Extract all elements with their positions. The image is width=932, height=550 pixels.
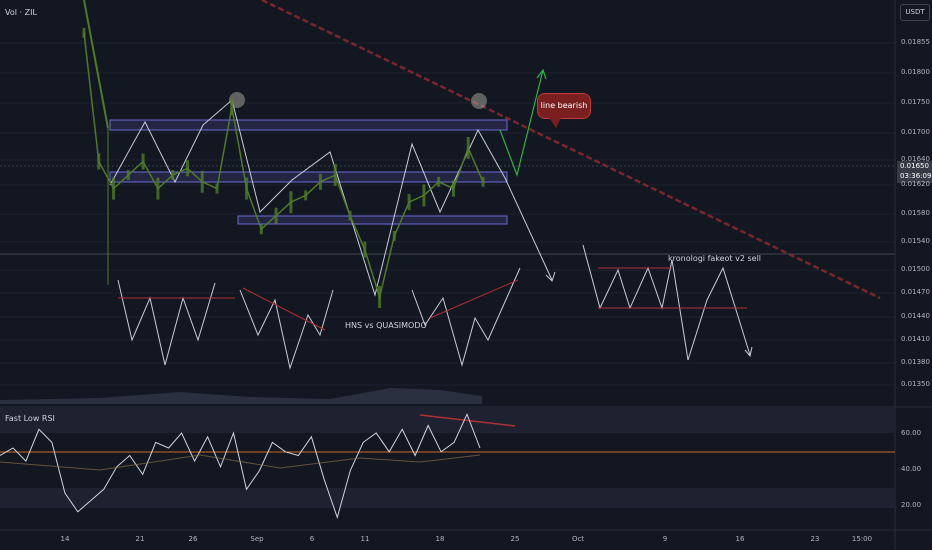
volume-label: Vol · ZIL [5,8,37,17]
rsi-tick: 40.00 [901,465,922,473]
price-candle [348,210,352,221]
x-tick-label: 11 [360,535,370,543]
pattern-drawings [109,0,881,427]
price-candle [112,177,116,200]
y-tick-label: 0.01440 [901,312,930,320]
price-tag: 0.01650 03:36:09 [897,161,932,183]
y-tick-label: 0.01800 [901,68,930,76]
price-candle [378,285,382,308]
price-candle [141,153,145,170]
price-candle [407,194,411,211]
price-candle [82,27,86,38]
x-tick-label: 6 [309,535,315,543]
x-tick-label: Oct [571,535,585,543]
y-tick-label: 0.01540 [901,237,930,245]
projection-arrow-head [744,346,753,358]
price-candle [363,241,367,258]
y-tick-label: 0.01500 [901,265,930,273]
rsi-bands [0,407,895,508]
horizontal-zones [109,119,508,225]
price-candle [274,207,278,224]
y-tick-label: 0.01855 [901,38,930,46]
currency-button[interactable]: USDT [900,4,930,21]
zone-box [109,171,508,183]
y-tick-label: 0.01380 [901,358,930,366]
price-candle [97,153,101,170]
rsi-title: Fast Low RSI [5,414,55,423]
price-candle [392,231,396,242]
callout-tail [548,116,562,128]
rsi-signal-line [0,454,481,471]
rsi-tick: 20.00 [901,501,922,509]
price-candle [318,173,322,190]
neckline-mid [242,287,326,331]
price-candle [156,177,160,200]
peak-marker [471,93,487,109]
x-tick-label: 16 [735,535,745,543]
price-wick [83,0,109,129]
y-tick-label: 0.01700 [901,128,930,136]
price-candle [451,180,455,197]
price-candle [466,136,470,159]
projection-label: kronologi fakeot v2 sell [668,254,762,263]
rsi-overbought-band [0,407,895,433]
price-candle [304,190,308,201]
bearish-trendline [261,0,881,300]
bullish-arrow-head [536,68,547,80]
x-tick-label: 15:00 [851,535,873,543]
bearish-arrow-head [545,271,556,282]
x-tick-label: 23 [810,535,820,543]
price-candle [289,191,293,214]
price-candle [437,176,441,187]
y-tick-label: 0.01640 [901,155,930,163]
price-candle [422,184,426,207]
y-tick-label: 0.01350 [901,380,930,388]
price-candle [481,176,485,187]
bullish-arrow [499,69,544,178]
y-tick-label: 0.01580 [901,209,930,217]
price-candle [259,224,263,235]
x-tick-label: 26 [188,535,198,543]
x-tick-label: 18 [435,535,445,543]
price-candle [185,160,189,177]
price-candle [171,170,175,181]
zone-box [109,119,508,131]
bar-countdown: 03:36:09 [900,172,932,180]
rsi-series [0,413,481,520]
price-candle [245,177,249,200]
price-series [0,0,485,404]
pattern-left [117,279,216,366]
volume-area [0,388,482,404]
price-candle [215,183,219,194]
rsi-trendline [419,414,516,427]
rsi-oversold-band [0,488,895,508]
price-candle [333,164,337,187]
pattern-compare-label: HNS vs QUASIMODO [345,321,427,330]
price-candle [200,170,204,193]
y-tick-label: 0.01620 [901,180,930,188]
current-price: 0.01650 [900,162,929,170]
y-tick-label: 0.01470 [901,288,930,296]
price-candle [126,170,130,181]
pattern-mid [239,289,334,370]
x-tick-label: 21 [135,535,145,543]
zone-box [237,215,508,225]
price-line [83,32,484,300]
line-bearish-callout: line bearish [537,93,591,119]
neckline-right [429,279,519,319]
rsi-tick: 60.00 [901,429,922,437]
x-tick-label: Sep [250,535,264,543]
y-tick-label: 0.01410 [901,335,930,343]
x-tick-label: 25 [510,535,520,543]
pattern-right [411,267,521,367]
x-tick-label: 9 [662,535,668,543]
x-tick-label: 14 [60,535,70,543]
y-tick-label: 0.01750 [901,98,930,106]
price-candle [230,99,234,116]
